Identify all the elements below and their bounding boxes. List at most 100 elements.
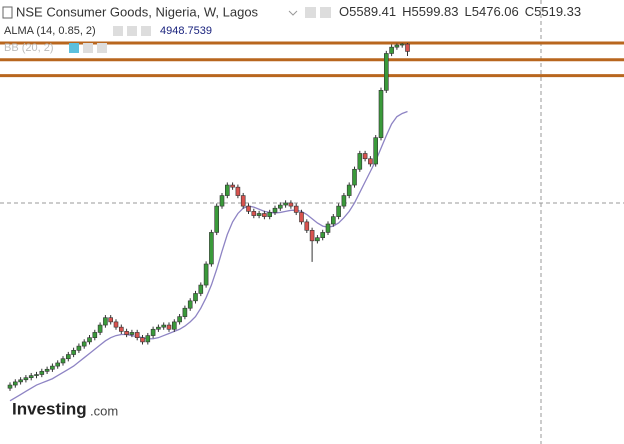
candle-body (230, 184, 235, 188)
candle-body (219, 195, 225, 207)
candle-body (81, 341, 87, 347)
settings-icon[interactable] (320, 7, 331, 18)
candle-body (28, 375, 34, 378)
candle-body (262, 213, 267, 217)
candle-body (177, 316, 182, 323)
candle-body (346, 184, 352, 196)
chart-title: NSE Consumer Goods, Nigeria, W, Lagos (16, 4, 259, 19)
legend-header: NSE Consumer Goods, Nigeria, W, Lagos O5… (2, 4, 581, 54)
candle-body (198, 284, 204, 294)
candle-body (119, 326, 124, 332)
collapse-icon[interactable] (2, 6, 13, 19)
candle-body (405, 43, 410, 52)
candle-body (225, 184, 230, 196)
candle-body (203, 263, 209, 286)
eye-icon[interactable] (305, 7, 316, 18)
candle-body (394, 44, 400, 48)
candle-body (156, 326, 161, 330)
close-icon[interactable] (97, 43, 107, 53)
candle-body (246, 205, 251, 212)
candle-body (18, 379, 23, 383)
candle-body (60, 358, 66, 364)
indicator-line (9, 110, 408, 402)
candle-body (299, 212, 304, 223)
candle-body (272, 207, 278, 213)
settings-icon[interactable] (127, 26, 137, 36)
candle-body (182, 307, 188, 317)
dropdown[interactable] (288, 10, 298, 16)
candle-body (145, 335, 151, 343)
candle-body (87, 337, 92, 343)
candle-body (341, 195, 347, 207)
candle-body (362, 153, 368, 160)
ohlc-value: 5589.41 (349, 4, 396, 19)
candle-body (92, 332, 98, 338)
brand-logo: Investing .com (12, 399, 118, 418)
candle-body (383, 53, 389, 91)
ohlc-values: O5589.41 H5599.83 L5476.06 C5519.33 (339, 4, 581, 19)
candle-body (256, 213, 262, 216)
candle-body (97, 324, 103, 333)
brand-name: Investing (12, 399, 87, 418)
eye-icon[interactable] (113, 26, 123, 36)
candle-body (124, 331, 129, 335)
indicator-value: 4948.7539 (160, 25, 212, 37)
candle-body (193, 293, 198, 302)
candle-body (129, 332, 135, 335)
candle-body (309, 230, 315, 242)
eye-icon[interactable] (69, 43, 79, 53)
candle-body (315, 237, 320, 242)
candle-body (293, 205, 299, 213)
candle-body (209, 232, 214, 265)
candle-body (277, 204, 283, 209)
ohlc-label: L (465, 4, 472, 19)
ohlc-value: 5599.83 (412, 4, 459, 19)
ohlc-label: O (339, 4, 349, 19)
close-icon[interactable] (141, 26, 151, 36)
candle-body (320, 232, 326, 238)
candle-body (378, 90, 384, 138)
candle-body (389, 46, 394, 54)
candle-body (13, 381, 18, 386)
candle-body (330, 216, 336, 225)
candle-body (214, 205, 219, 233)
candle-body (267, 212, 273, 217)
candle-body (352, 168, 357, 186)
candle-body (288, 202, 294, 207)
candle-body (44, 368, 50, 372)
candle-body (336, 205, 341, 217)
candle-body (235, 186, 241, 196)
candle-body (71, 350, 76, 355)
candle-body (357, 153, 363, 170)
candle-body (368, 158, 373, 165)
candle-body (172, 321, 177, 330)
candle-body (55, 362, 61, 367)
candle-body (399, 43, 405, 46)
candle-body (134, 332, 140, 338)
candle-body (34, 374, 39, 376)
candle-body (187, 300, 193, 309)
brand-suffix: .com (90, 403, 118, 418)
candle-body (283, 202, 288, 206)
candle-body (140, 337, 145, 343)
candle-body (103, 317, 108, 326)
candle-body (166, 324, 172, 330)
candle-body (50, 365, 55, 370)
candle-body (7, 384, 13, 389)
candle-body (39, 371, 45, 375)
candle-body (325, 223, 331, 233)
hidden-indicator-label: BB (20, 2) (4, 42, 54, 54)
candle-body (108, 317, 113, 323)
candle-body (113, 321, 119, 328)
candle-body (76, 345, 82, 351)
candle-body (23, 377, 29, 381)
settings-icon[interactable] (83, 43, 93, 53)
ohlc-value: 5519.33 (534, 4, 581, 19)
indicator-label: ALMA (14, 0.85, 2) (4, 25, 96, 37)
candle-body (240, 195, 246, 207)
candle-body (373, 137, 379, 165)
candle-body (304, 221, 310, 231)
candle-body (161, 324, 166, 328)
candle-body (66, 354, 71, 360)
